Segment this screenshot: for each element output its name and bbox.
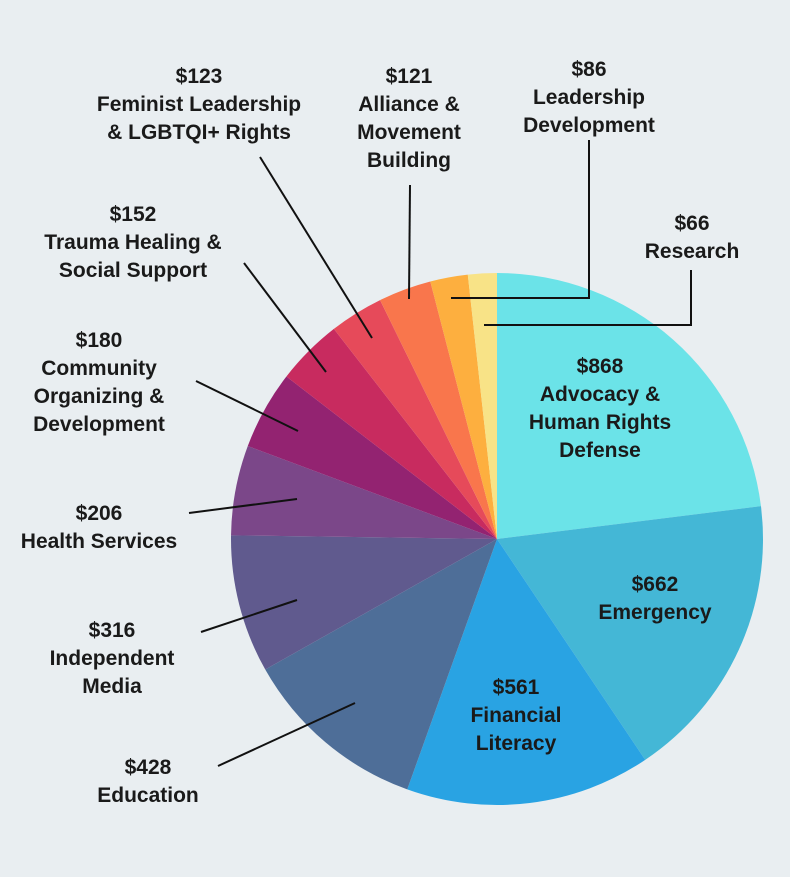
slice-category: Media [82, 675, 142, 698]
slice-amount: $206 [75, 502, 123, 525]
slice-amount: $86 [571, 58, 607, 81]
slice-amount: $428 [124, 756, 172, 779]
slice-category: Independent [49, 647, 175, 670]
slice-label: $152 Trauma Healing & Social Support [44, 201, 221, 285]
slice-category: Trauma Healing & [44, 231, 222, 254]
slice-category: Leadership [532, 86, 646, 109]
pie-slice [231, 535, 497, 670]
pie-slice [265, 539, 497, 790]
leader-line [195, 380, 299, 432]
slice-label: $316 Independent Media [50, 617, 175, 701]
slice-label: $561 Financial Literacy [470, 674, 561, 758]
slice-category: Research [644, 240, 740, 263]
leader-line [243, 262, 327, 373]
slice-category: Human Rights [528, 411, 672, 434]
slice-amount: $662 [631, 573, 679, 596]
slice-label: $86 Leadership Development [523, 56, 655, 140]
slice-category: Education [97, 784, 199, 807]
pie-slice [380, 281, 497, 539]
slice-label: $66 Research [645, 210, 740, 266]
leader-line [200, 599, 298, 633]
slice-category: Movement [357, 121, 461, 144]
slice-category: Development [33, 413, 165, 436]
pie-slice [430, 274, 497, 539]
slice-category: Financial [470, 704, 562, 727]
slice-category: Advocacy & [539, 383, 661, 406]
leader-line [188, 498, 298, 514]
pie-slice [497, 506, 763, 760]
slice-category: Organizing & [33, 385, 165, 408]
pie-slice [247, 376, 497, 539]
slice-amount: $561 [492, 676, 540, 699]
slice-amount: $152 [109, 203, 157, 226]
leader-line [259, 156, 373, 339]
pie-slice [497, 273, 761, 539]
slice-amount: $180 [75, 329, 123, 352]
leader-line [408, 184, 411, 300]
slice-label: $868 Advocacy & Human Rights Defense [529, 353, 671, 465]
slice-label: $121 Alliance & Movement Building [357, 63, 461, 175]
slice-category: Emergency [598, 601, 712, 624]
slice-category: Social Support [58, 259, 208, 282]
slice-category: Literacy [475, 732, 557, 755]
pie-slice [407, 539, 646, 805]
slice-category: Development [523, 114, 655, 137]
leader-line [217, 702, 356, 767]
slice-amount: $121 [385, 65, 433, 88]
slice-amount: $66 [674, 212, 710, 235]
slice-label: $180 Community Organizing & Development [33, 327, 165, 439]
leader-line [451, 140, 590, 299]
slice-label: $428 Education [97, 754, 199, 810]
slice-amount: $316 [88, 619, 136, 642]
slice-amount: $868 [576, 355, 624, 378]
slice-category: Alliance & [358, 93, 460, 116]
slice-category: & LGBTQI+ Rights [107, 121, 291, 144]
slice-amount: $123 [175, 65, 223, 88]
pie-slice [333, 300, 497, 539]
leader-line [484, 270, 692, 326]
pie-slice [231, 446, 497, 539]
slice-label: $123 Feminist Leadership & LGBTQI+ Rights [97, 63, 301, 147]
pie-slice [467, 273, 497, 539]
slice-category: Community [41, 357, 157, 380]
slice-category: Health Services [20, 530, 178, 553]
slice-label: $662 Emergency [598, 571, 711, 627]
slice-label: $206 Health Services [21, 500, 177, 556]
slice-category: Building [367, 149, 451, 172]
slice-category: Defense [559, 439, 641, 462]
pie-slice [286, 328, 497, 539]
slice-category: Feminist Leadership [96, 93, 302, 116]
